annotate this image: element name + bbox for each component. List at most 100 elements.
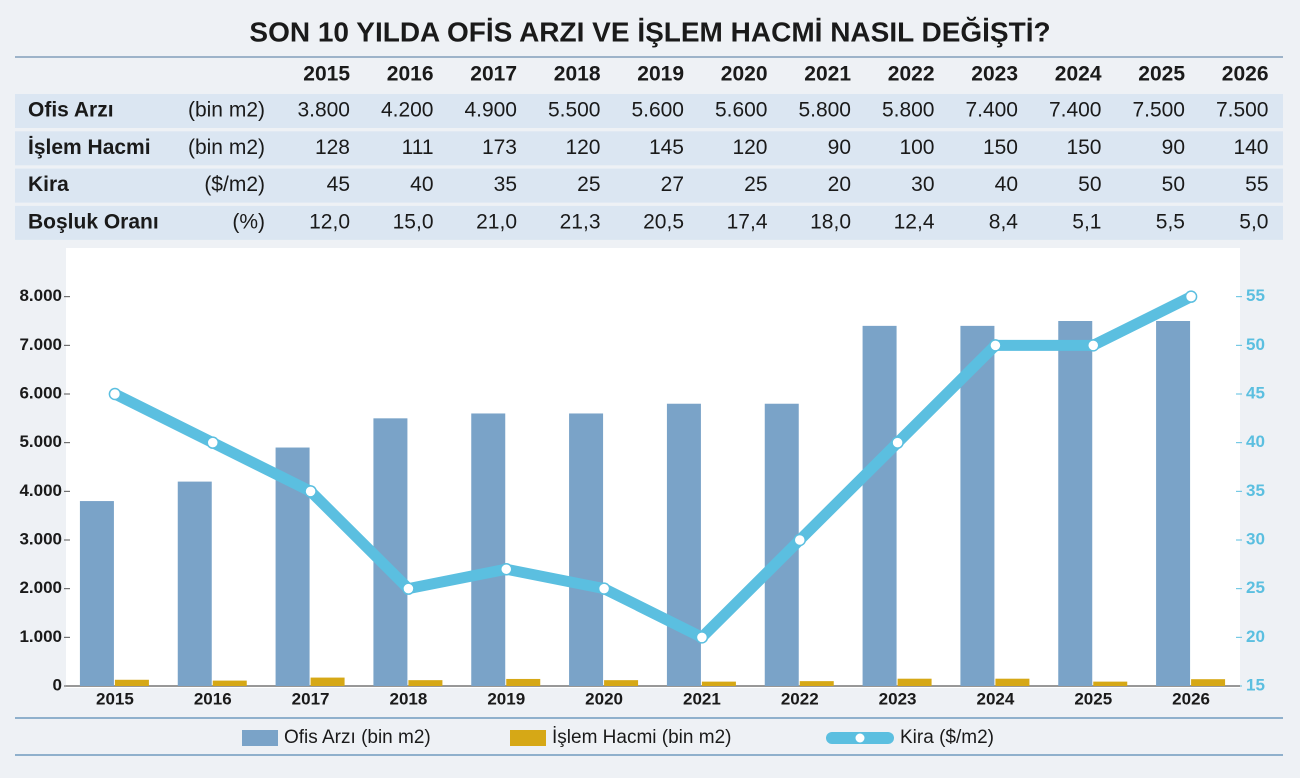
y2-tick-label: 35: [1246, 481, 1265, 500]
cell: 120: [732, 136, 767, 159]
row-label: İşlem Hacmi: [28, 136, 151, 159]
cell: 7.400: [965, 99, 1018, 122]
bar: [960, 325, 995, 686]
x-tick-label: 2015: [96, 689, 134, 708]
column-header: 2017: [470, 63, 517, 86]
cell: 12,4: [894, 210, 935, 233]
column-header: 2022: [888, 63, 935, 86]
y2-tick-label: 55: [1246, 286, 1265, 305]
bar: [1093, 681, 1128, 686]
bar: [310, 677, 345, 686]
row-band: [15, 205, 1283, 240]
cell: 30: [911, 173, 934, 196]
cell: 8,4: [989, 210, 1019, 233]
legend-swatch: [510, 730, 546, 746]
line-point: [206, 436, 219, 449]
column-header: 2015: [303, 63, 350, 86]
bar: [995, 678, 1030, 686]
row-unit: ($/m2): [204, 173, 265, 196]
cell: 4.200: [381, 99, 434, 122]
x-tick-label: 2026: [1172, 689, 1210, 708]
bar: [506, 678, 541, 686]
bar: [1191, 679, 1226, 686]
y-tick-label: 6.000: [19, 383, 62, 402]
y-tick-label: 7.000: [19, 335, 62, 354]
line: [112, 291, 1194, 643]
row-label: Boşluk Oranı: [28, 210, 159, 233]
cell: 150: [983, 136, 1018, 159]
line-point: [1184, 290, 1198, 303]
y-tick-label: 8.000: [19, 286, 62, 305]
x-tick-label: 2021: [683, 689, 721, 708]
column-header: 2016: [387, 63, 434, 86]
cell: 140: [1233, 136, 1268, 159]
x-tick-label: 2016: [194, 689, 232, 708]
y-tick-label: 5.000: [19, 432, 62, 451]
row-band: [15, 131, 1283, 166]
line-point: [108, 387, 122, 401]
cell: 90: [828, 136, 851, 159]
bar: [408, 680, 443, 686]
cell: 20,5: [643, 210, 684, 233]
cell: 5,5: [1156, 210, 1185, 233]
row-band: [15, 94, 1283, 128]
row-unit: (bin m2): [188, 99, 265, 122]
legend-label: İşlem Hacmi (bin m2): [552, 727, 731, 748]
cell: 27: [661, 173, 684, 196]
page-title: SON 10 YILDA OFİS ARZI VE İŞLEM HACMİ NA…: [249, 16, 1050, 47]
row-unit: (bin m2): [188, 136, 265, 159]
x-tick-label: 2025: [1074, 689, 1112, 708]
legend-swatch: [242, 730, 278, 746]
cell: 173: [482, 136, 517, 159]
bar: [897, 678, 932, 686]
x-tick-label: 2019: [487, 689, 525, 708]
cell: 55: [1245, 173, 1268, 196]
column-header: 2020: [721, 63, 768, 86]
cell: 3.800: [297, 99, 350, 122]
bar: [569, 413, 604, 686]
row-unit: (%): [232, 210, 265, 233]
x-tick-label: 2018: [390, 689, 428, 708]
line-point: [891, 436, 904, 449]
cell: 15,0: [393, 210, 434, 233]
line-point: [597, 582, 611, 595]
bar: [604, 680, 639, 686]
line-point: [304, 485, 317, 498]
cell: 5.600: [715, 99, 768, 122]
y2-tick-label: 50: [1246, 335, 1265, 354]
cell: 128: [315, 136, 350, 159]
cell: 25: [577, 173, 600, 196]
line-point: [500, 562, 513, 576]
cell: 145: [649, 136, 684, 159]
x-tick-label: 2024: [977, 689, 1015, 708]
column-header: 2018: [554, 63, 601, 86]
cell: 50: [1078, 173, 1101, 196]
x-tick-label: 2020: [585, 689, 623, 708]
y-tick-label: 1.000: [19, 627, 62, 646]
y2-tick-label: 25: [1246, 578, 1265, 597]
cell: 5.500: [548, 99, 601, 122]
cell: 40: [995, 173, 1018, 196]
y-tick-label: 0: [53, 675, 62, 694]
x-tick-label: 2022: [781, 689, 819, 708]
column-header: 2026: [1222, 63, 1269, 86]
cell: 100: [899, 136, 934, 159]
cell: 5,0: [1239, 210, 1268, 233]
x-tick-label: 2023: [879, 689, 917, 708]
row-label: Kira: [28, 173, 69, 196]
line-point: [1087, 339, 1100, 352]
bar: [471, 413, 506, 686]
cell: 40: [410, 173, 433, 196]
cell: 5.600: [631, 99, 684, 122]
line-point: [793, 533, 806, 547]
cell: 50: [1162, 173, 1185, 196]
bar: [1156, 321, 1191, 686]
cell: 111: [402, 136, 434, 159]
row-label: Ofis Arzı: [28, 99, 114, 122]
column-header: 2025: [1138, 63, 1185, 86]
bar: [212, 680, 247, 686]
y2-tick-label: 30: [1246, 529, 1265, 548]
column-header: 2019: [637, 63, 684, 86]
cell: 12,0: [309, 210, 350, 233]
